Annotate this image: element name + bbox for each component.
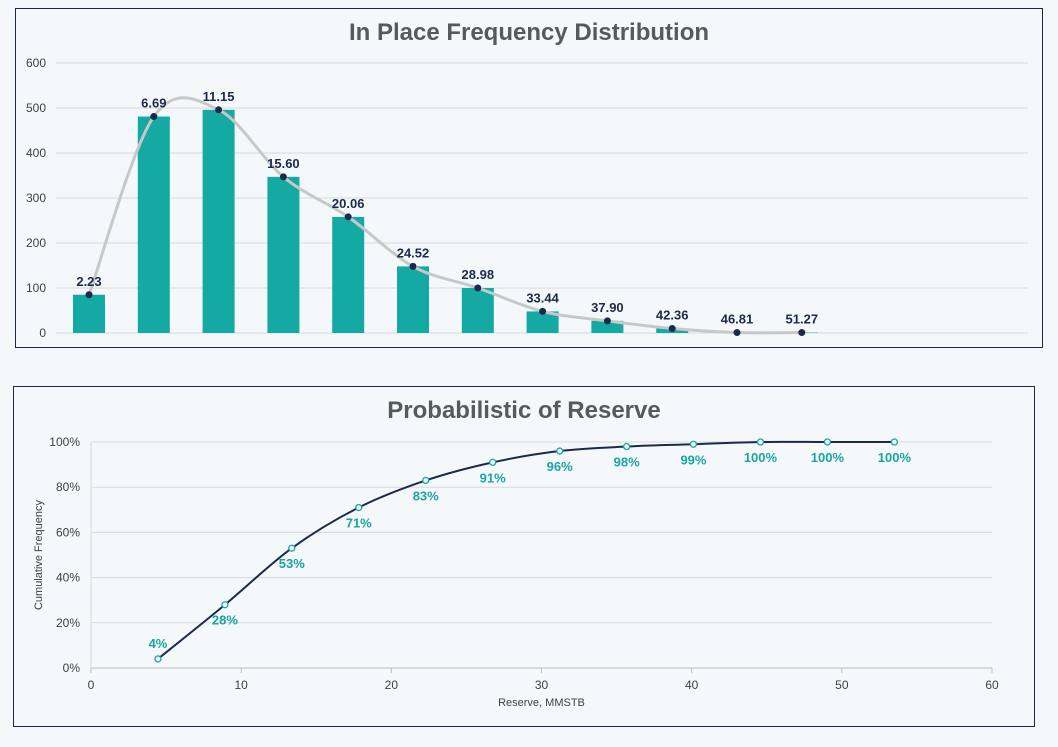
- y-tick-label: 200: [26, 236, 46, 250]
- data-label: 91%: [480, 470, 506, 485]
- line-marker: [798, 329, 806, 337]
- y-tick-label: 20%: [56, 616, 80, 630]
- x-tick-label: 50: [835, 678, 849, 692]
- y-tick-label: 0%: [63, 661, 81, 675]
- x-tick-label: 40: [685, 678, 699, 692]
- line-marker: [85, 291, 93, 299]
- data-label: 100%: [878, 450, 912, 465]
- data-label: 46.81: [721, 312, 754, 327]
- data-label: 99%: [680, 452, 706, 467]
- y-tick-label: 300: [26, 191, 46, 205]
- bar: [267, 176, 300, 333]
- bar: [137, 116, 170, 333]
- x-tick-label: 30: [535, 678, 549, 692]
- data-label: 71%: [346, 516, 372, 531]
- line-marker: [474, 284, 482, 292]
- data-label: 24.52: [397, 245, 430, 260]
- data-label: 51.27: [786, 312, 819, 327]
- x-tick-label: 10: [234, 678, 248, 692]
- y-tick-label: 600: [26, 56, 46, 70]
- x-tick-label: 20: [385, 678, 399, 692]
- data-label: 98%: [614, 455, 640, 470]
- line-marker: [622, 442, 631, 451]
- line-marker: [603, 317, 611, 325]
- y-tick-label: 80%: [56, 480, 80, 494]
- data-label: 83%: [413, 488, 439, 503]
- data-label: 28%: [212, 613, 238, 628]
- smooth-line: [87, 96, 802, 335]
- data-label: 6.69: [141, 96, 166, 111]
- line-marker: [489, 458, 497, 466]
- data-label: 33.44: [526, 290, 559, 305]
- data-label: 11.15: [203, 89, 235, 104]
- line-marker: [733, 329, 741, 337]
- x-axis-title: Reserve, MMSTB: [498, 697, 585, 709]
- bar: [202, 109, 235, 333]
- data-label: 96%: [547, 459, 573, 474]
- line-marker: [823, 438, 832, 446]
- y-tick-label: 100: [26, 281, 46, 295]
- y-tick-label: 40%: [56, 571, 80, 585]
- line-marker: [150, 113, 158, 121]
- data-label: 4%: [149, 636, 168, 651]
- bar: [461, 288, 494, 333]
- line-marker: [288, 544, 296, 552]
- y-tick-label: 400: [26, 146, 46, 160]
- line-marker: [279, 173, 287, 181]
- y-tick-label: 0: [39, 326, 46, 340]
- line-marker: [556, 447, 564, 455]
- line-marker: [221, 601, 229, 609]
- frequency-chart-plot: 0 100 200 300 400 500 600 2.23 6.69 11.15 15.60 20.…: [26, 56, 1028, 340]
- cumulative-line: [157, 440, 895, 660]
- line-marker: [344, 213, 352, 221]
- y-axis-title: Cumulative Frequency: [33, 499, 45, 610]
- line-marker: [890, 438, 899, 446]
- data-label: 53%: [279, 556, 305, 571]
- bar: [332, 216, 365, 333]
- bar: [397, 266, 429, 333]
- data-label: 15.60: [267, 156, 300, 171]
- line-marker: [756, 438, 765, 446]
- bar: [526, 311, 559, 333]
- line-marker: [422, 476, 430, 485]
- reserve-chart-plot: 0% 20% 40% 60% 80% 100% 0 10 20 30 40 50 60 Reserve, …: [33, 435, 999, 709]
- data-label: 100%: [744, 450, 778, 465]
- x-tick-label: 60: [985, 678, 999, 692]
- data-label: 42.36: [656, 308, 689, 323]
- line-marker: [668, 325, 676, 332]
- y-tick-label: 500: [26, 101, 46, 115]
- data-label: 37.90: [591, 300, 624, 315]
- bar: [591, 320, 624, 333]
- x-tick-label: 0: [88, 678, 95, 692]
- data-label: 100%: [811, 450, 845, 465]
- line-marker: [409, 262, 417, 270]
- reserve-chart-panel: Probabilistic of Reserve 0% 20% 40% 60% 80% 1…: [13, 386, 1035, 727]
- data-label: 20.06: [332, 196, 365, 211]
- line-marker: [215, 106, 223, 114]
- line-marker: [689, 440, 698, 448]
- line-marker: [539, 307, 547, 315]
- y-tick-label: 100%: [49, 435, 80, 449]
- bar: [73, 294, 105, 333]
- chart-title: In Place Frequency Distribution: [348, 19, 710, 46]
- frequency-chart-panel: In Place Frequency Distribution 0 100 200 3…: [15, 8, 1043, 348]
- line-marker: [154, 655, 162, 663]
- y-tick-label: 60%: [56, 525, 80, 539]
- line-marker: [355, 503, 363, 512]
- chart-title: Probabilistic of Reserve: [387, 397, 661, 424]
- data-label: 28.98: [462, 267, 495, 282]
- data-label: 2.23: [76, 274, 101, 289]
